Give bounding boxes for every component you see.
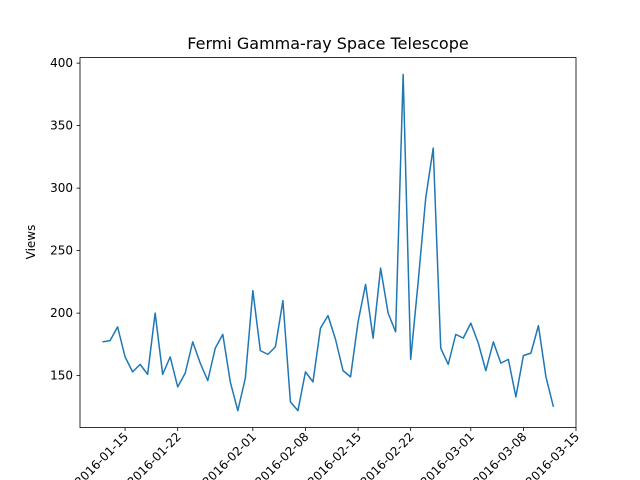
y-tick-label: 250 bbox=[50, 244, 73, 258]
y-tick-label: 400 bbox=[50, 56, 73, 70]
y-tick-label: 200 bbox=[50, 306, 73, 320]
y-tick-label: 150 bbox=[50, 369, 73, 383]
x-tick-label: 2016-01-22 bbox=[125, 430, 184, 480]
chart-title: Fermi Gamma-ray Space Telescope bbox=[187, 34, 468, 53]
axes-frame bbox=[79, 57, 577, 428]
x-tick-label: 2016-02-01 bbox=[200, 430, 259, 480]
x-tick-label: 2016-02-22 bbox=[358, 430, 417, 480]
x-tick-label: 2016-01-15 bbox=[72, 430, 131, 480]
x-tick-label: 2016-03-01 bbox=[418, 430, 477, 480]
y-tick-label: 300 bbox=[50, 181, 73, 195]
y-axis-label: Views bbox=[24, 225, 38, 260]
x-tick-label: 2016-03-15 bbox=[523, 430, 582, 480]
x-tick-label: 2016-02-15 bbox=[305, 430, 364, 480]
y-tick-label: 350 bbox=[50, 119, 73, 133]
line bbox=[102, 73, 555, 412]
x-tick-label: 2016-02-08 bbox=[252, 430, 311, 480]
x-tick-label: 2016-03-08 bbox=[470, 430, 529, 480]
